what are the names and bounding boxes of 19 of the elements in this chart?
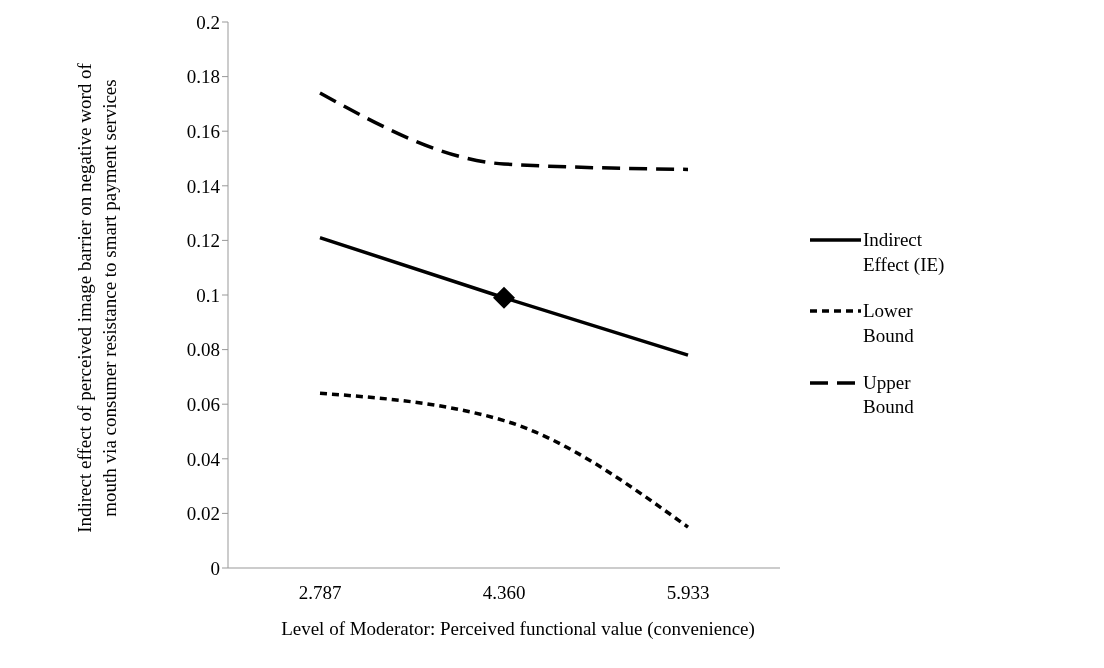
x-tick-label: 2.787	[298, 582, 342, 604]
legend-label: Upper Bound	[863, 370, 915, 420]
x-tick-label: 4.360	[482, 582, 526, 604]
x-axis-title: Level of Moderator: Perceived functional value (convenience)	[280, 618, 756, 640]
legend-label: Indirect Effect (IE)	[863, 228, 946, 277]
y-tick-label: 0.18	[186, 66, 220, 88]
y-tick-label: 0.08	[186, 339, 220, 361]
y-tick-label: 0.16	[186, 120, 220, 142]
y-tick-label: 0.02	[186, 503, 220, 525]
y-tick-label: 0.06	[186, 393, 220, 415]
y-axis-title: Indirect effect of perceived image barrier on negative word of mouth via consumer resistance to smart payment services	[73, 62, 121, 535]
y-tick-label: 0.04	[186, 448, 221, 470]
legend-label: Lower Bound	[863, 299, 915, 349]
y-tick-label: 0.1	[196, 284, 220, 306]
y-tick-label: 0.14	[186, 175, 221, 197]
x-tick-label: 5.933	[666, 582, 710, 604]
y-tick-label: 0	[210, 557, 220, 579]
y-tick-label: 0.12	[186, 230, 220, 252]
y-tick-label: 0.2	[196, 11, 220, 33]
